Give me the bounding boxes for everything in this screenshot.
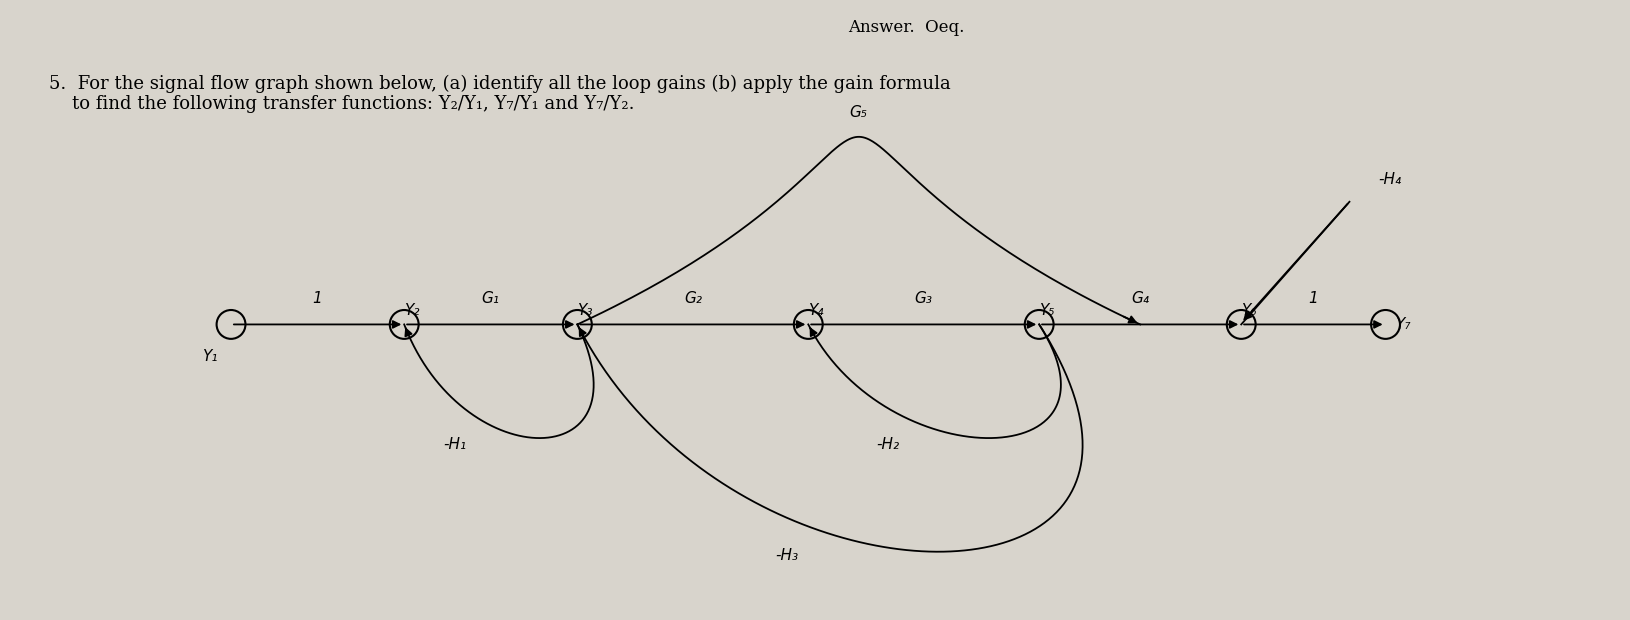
- Text: Y₆: Y₆: [1240, 303, 1255, 317]
- Text: G₁: G₁: [481, 291, 499, 306]
- Text: 1: 1: [1307, 291, 1317, 306]
- Text: Y₃: Y₃: [577, 303, 592, 317]
- Text: Y₄: Y₄: [807, 303, 823, 317]
- Text: -H₂: -H₂: [875, 437, 898, 452]
- Text: G₅: G₅: [849, 105, 867, 120]
- Text: Y₇: Y₇: [1394, 317, 1410, 332]
- Text: Answer.  Oeq.: Answer. Oeq.: [848, 19, 963, 35]
- Text: Y₅: Y₅: [1038, 303, 1053, 317]
- Text: 1: 1: [313, 291, 323, 306]
- Text: G₄: G₄: [1131, 291, 1149, 306]
- Text: Y₂: Y₂: [404, 303, 419, 317]
- Text: -H₃: -H₃: [774, 548, 797, 563]
- Text: Y₁: Y₁: [202, 348, 217, 364]
- Text: G₂: G₂: [683, 291, 701, 306]
- Text: -H₁: -H₁: [443, 437, 466, 452]
- Text: -H₄: -H₄: [1377, 172, 1400, 187]
- Text: 5.  For the signal flow graph shown below, (a) identify all the loop gains (b) a: 5. For the signal flow graph shown below…: [49, 74, 950, 113]
- Text: G₃: G₃: [914, 291, 932, 306]
